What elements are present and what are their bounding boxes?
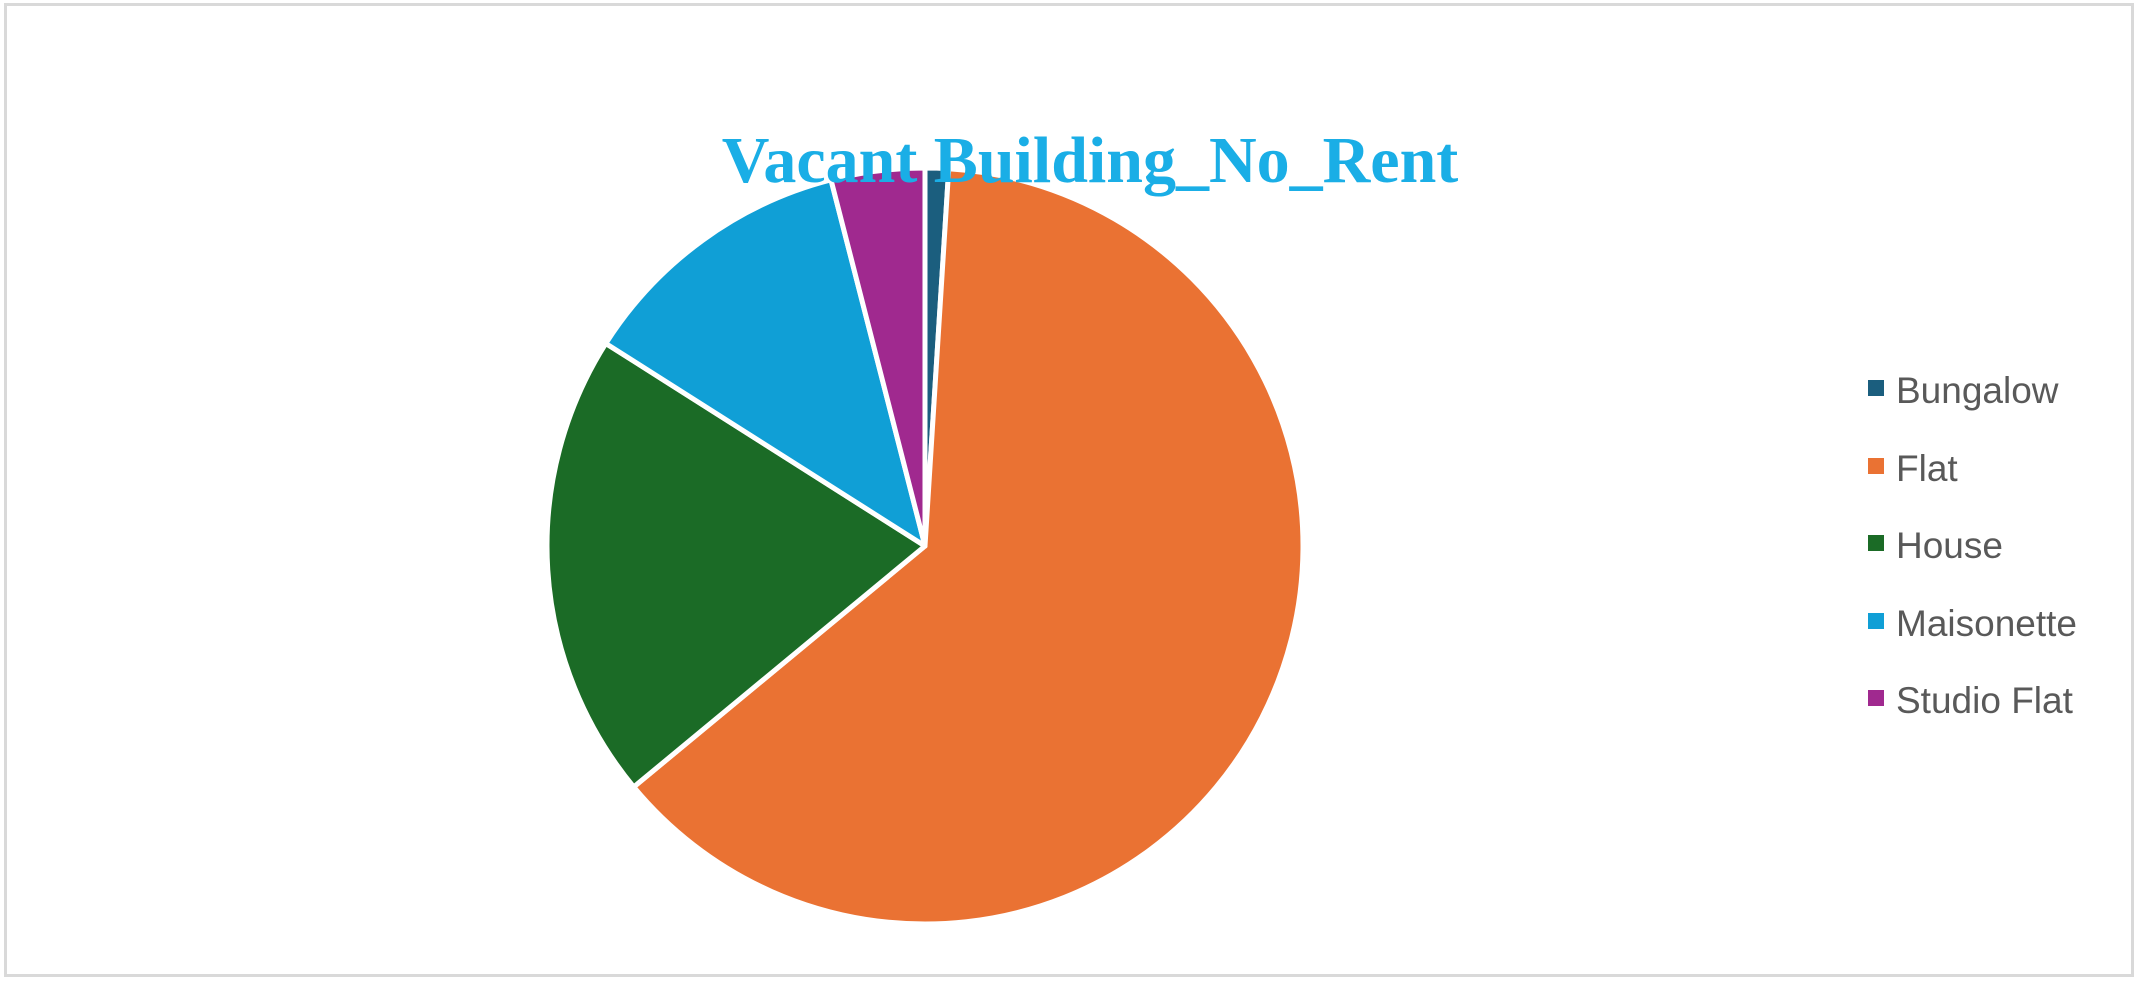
pie-slice-maisonette[interactable] bbox=[603, 177, 928, 549]
pie-slices bbox=[544, 165, 1306, 927]
legend-label: Maisonette bbox=[1896, 602, 2077, 644]
pie-slice-house[interactable] bbox=[544, 340, 928, 790]
legend-swatch bbox=[1868, 380, 1884, 397]
legend-label: Studio Flat bbox=[1896, 680, 2073, 722]
legend-item-flat[interactable]: Flat bbox=[1868, 440, 2128, 518]
legend-swatch bbox=[1868, 690, 1884, 707]
legend-swatch bbox=[1868, 535, 1884, 552]
pie-slice-flat[interactable] bbox=[631, 166, 1306, 927]
legend-label: Bungalow bbox=[1896, 370, 2059, 412]
legend-item-studio-flat[interactable]: Studio Flat bbox=[1868, 672, 2128, 750]
legend: Bungalow Flat House Maisonette Studio Flat bbox=[1868, 362, 2128, 750]
legend-swatch bbox=[1868, 612, 1884, 629]
legend-label: House bbox=[1896, 525, 2003, 567]
legend-item-house[interactable]: House bbox=[1868, 517, 2128, 595]
legend-item-maisonette[interactable]: Maisonette bbox=[1868, 595, 2128, 673]
legend-swatch bbox=[1868, 457, 1884, 474]
pie-slice-studio-flat[interactable] bbox=[828, 165, 928, 549]
legend-item-bungalow[interactable]: Bungalow bbox=[1868, 362, 2128, 440]
legend-label: Flat bbox=[1896, 447, 1958, 489]
